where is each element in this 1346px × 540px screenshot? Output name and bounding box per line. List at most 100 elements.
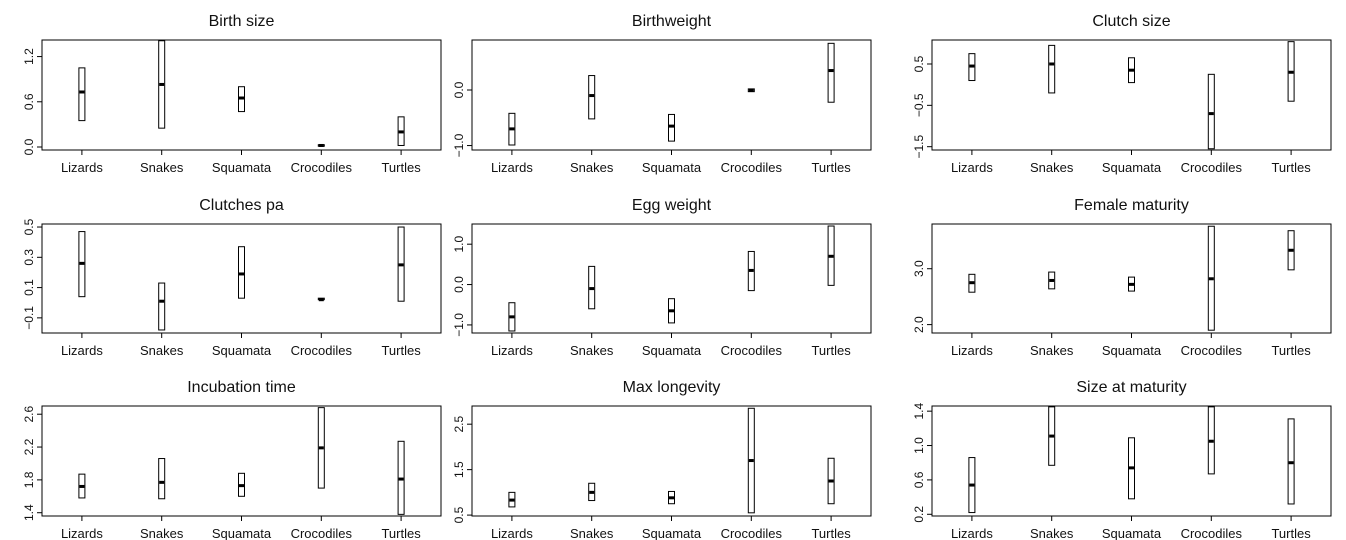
- x-tick-label-lizards: Lizards: [951, 160, 993, 175]
- x-tick-label-turtles: Turtles: [811, 160, 851, 175]
- panel-clutch-size: Clutch size −1.5 −0.5 0.5 Lizards Snakes Squam…: [912, 13, 1332, 175]
- x-tick-label-squamata: Squamata: [212, 343, 272, 358]
- mean-mark-snakes: [1049, 278, 1055, 282]
- x-tick-label-snakes: Snakes: [1030, 343, 1074, 358]
- mean-mark-snakes: [159, 299, 165, 303]
- mean-mark-crocodiles: [1208, 112, 1214, 116]
- x-tick-label-lizards: Lizards: [61, 160, 103, 175]
- panel-birthweight: Birthweight −1.0 0.0 Lizards Snakes Squamata C…: [452, 13, 872, 175]
- x-tick-label-turtles: Turtles: [1271, 526, 1311, 540]
- panel-birth-size: Birth size 0.0 0.6 1.2 Lizards Snakes Squamata…: [22, 13, 442, 175]
- panel-max-longevity: Max longevity 0.5 1.5 2.5 Lizards Snakes Squam…: [452, 379, 872, 540]
- y-tick-label: −0.1: [22, 306, 36, 330]
- x-tick-label-lizards: Lizards: [951, 526, 993, 540]
- y-tick-label: 0.0: [22, 138, 36, 155]
- mean-mark-turtles: [1288, 248, 1294, 252]
- mean-mark-lizards: [79, 90, 85, 94]
- mean-mark-turtles: [1288, 70, 1294, 74]
- mean-mark-turtles: [828, 69, 834, 73]
- mean-mark-crocodiles: [318, 143, 324, 147]
- mean-mark-turtles: [398, 477, 404, 481]
- y-tick-label: 2.0: [912, 316, 926, 333]
- mean-mark-crocodiles: [748, 459, 754, 463]
- y-tick-label: −1.0: [452, 133, 466, 157]
- panel-title: Clutches pa: [199, 197, 284, 214]
- y-tick-label: 0.3: [22, 249, 36, 266]
- mean-mark-turtles: [398, 263, 404, 267]
- x-tick-label-crocodiles: Crocodiles: [721, 343, 783, 358]
- panel-egg-weight: Egg weight −1.0 0.0 1.0 Lizards Snakes Squamat…: [452, 197, 872, 358]
- y-tick-label: 2.2: [22, 438, 36, 455]
- mean-mark-squamata: [669, 124, 674, 128]
- x-tick-label-snakes: Snakes: [1030, 526, 1074, 540]
- x-tick-label-turtles: Turtles: [381, 343, 421, 358]
- mean-mark-turtles: [828, 254, 834, 258]
- range-box-squamata: [238, 246, 245, 299]
- x-tick-label-turtles: Turtles: [811, 526, 851, 540]
- x-tick-label-turtles: Turtles: [1271, 343, 1311, 358]
- x-tick-label-snakes: Snakes: [140, 343, 184, 358]
- panel-clutches-pa: Clutches pa −0.1 0.1 0.3 0.5 Lizards Snakes Squ…: [22, 197, 442, 358]
- mean-mark-squamata: [239, 96, 244, 100]
- mean-mark-turtles: [398, 130, 404, 134]
- y-tick-label: −1.5: [912, 135, 926, 159]
- x-tick-label-squamata: Squamata: [1102, 343, 1162, 358]
- x-tick-label-crocodiles: Crocodiles: [1181, 343, 1243, 358]
- range-box-snakes: [158, 458, 166, 500]
- mean-mark-lizards: [79, 484, 85, 488]
- panel-title: Birth size: [209, 13, 275, 30]
- x-tick-label-lizards: Lizards: [491, 343, 533, 358]
- mean-mark-squamata: [669, 309, 674, 313]
- y-tick-label: 0.5: [452, 506, 466, 523]
- x-tick-label-snakes: Snakes: [570, 526, 614, 540]
- mean-mark-squamata: [239, 484, 244, 488]
- y-tick-label: 0.5: [22, 218, 36, 235]
- y-tick-label: 1.4: [22, 504, 36, 521]
- panel-title: Incubation time: [187, 379, 296, 396]
- y-tick-label: −0.5: [912, 93, 926, 117]
- x-tick-label-squamata: Squamata: [212, 160, 272, 175]
- y-tick-label: 1.8: [22, 471, 36, 488]
- x-tick-label-squamata: Squamata: [642, 343, 702, 358]
- x-tick-label-lizards: Lizards: [491, 526, 533, 540]
- x-tick-label-snakes: Snakes: [140, 160, 184, 175]
- mean-mark-lizards: [509, 498, 515, 502]
- range-box-snakes: [1048, 44, 1056, 94]
- x-tick-label-crocodiles: Crocodiles: [1181, 526, 1243, 540]
- x-tick-label-squamata: Squamata: [642, 160, 702, 175]
- y-tick-label: 2.6: [22, 406, 36, 423]
- x-tick-label-squamata: Squamata: [212, 526, 272, 540]
- x-tick-label-lizards: Lizards: [951, 343, 993, 358]
- x-tick-label-crocodiles: Crocodiles: [1181, 160, 1243, 175]
- y-tick-label: 3.0: [912, 260, 926, 277]
- panel-incubation-time: Incubation time 1.4 1.8 2.2 2.6 Lizards Snakes…: [22, 379, 442, 540]
- x-tick-label-crocodiles: Crocodiles: [721, 160, 783, 175]
- panel-title: Birthweight: [632, 13, 712, 30]
- y-tick-label: −1.0: [452, 313, 466, 337]
- mean-mark-squamata: [239, 272, 244, 276]
- y-tick-label: 0.6: [912, 471, 926, 488]
- mean-mark-lizards: [79, 261, 85, 265]
- panel-title: Max longevity: [623, 379, 721, 396]
- y-tick-label: 1.2: [22, 48, 36, 65]
- panel-size-at-maturity: Size at maturity 0.2 0.6 1.0 1.4 Lizards Snake…: [912, 379, 1332, 540]
- x-tick-label-lizards: Lizards: [491, 160, 533, 175]
- range-box-snakes: [158, 282, 166, 331]
- mean-mark-turtles: [1288, 461, 1294, 465]
- y-tick-label: 1.0: [912, 437, 926, 454]
- y-tick-label: 1.4: [912, 402, 926, 419]
- x-tick-label-turtles: Turtles: [381, 526, 421, 540]
- plot-frame: [931, 39, 1332, 151]
- mean-mark-crocodiles: [318, 446, 324, 450]
- x-tick-label-lizards: Lizards: [61, 343, 103, 358]
- panel-title: Egg weight: [632, 197, 712, 214]
- x-tick-label-lizards: Lizards: [61, 526, 103, 540]
- mean-mark-snakes: [159, 82, 165, 86]
- mean-mark-squamata: [669, 496, 674, 500]
- mean-mark-turtles: [828, 479, 834, 483]
- mean-mark-squamata: [1129, 466, 1134, 470]
- y-tick-label: 0.0: [452, 81, 466, 98]
- mean-mark-lizards: [969, 281, 975, 285]
- x-tick-label-crocodiles: Crocodiles: [291, 343, 353, 358]
